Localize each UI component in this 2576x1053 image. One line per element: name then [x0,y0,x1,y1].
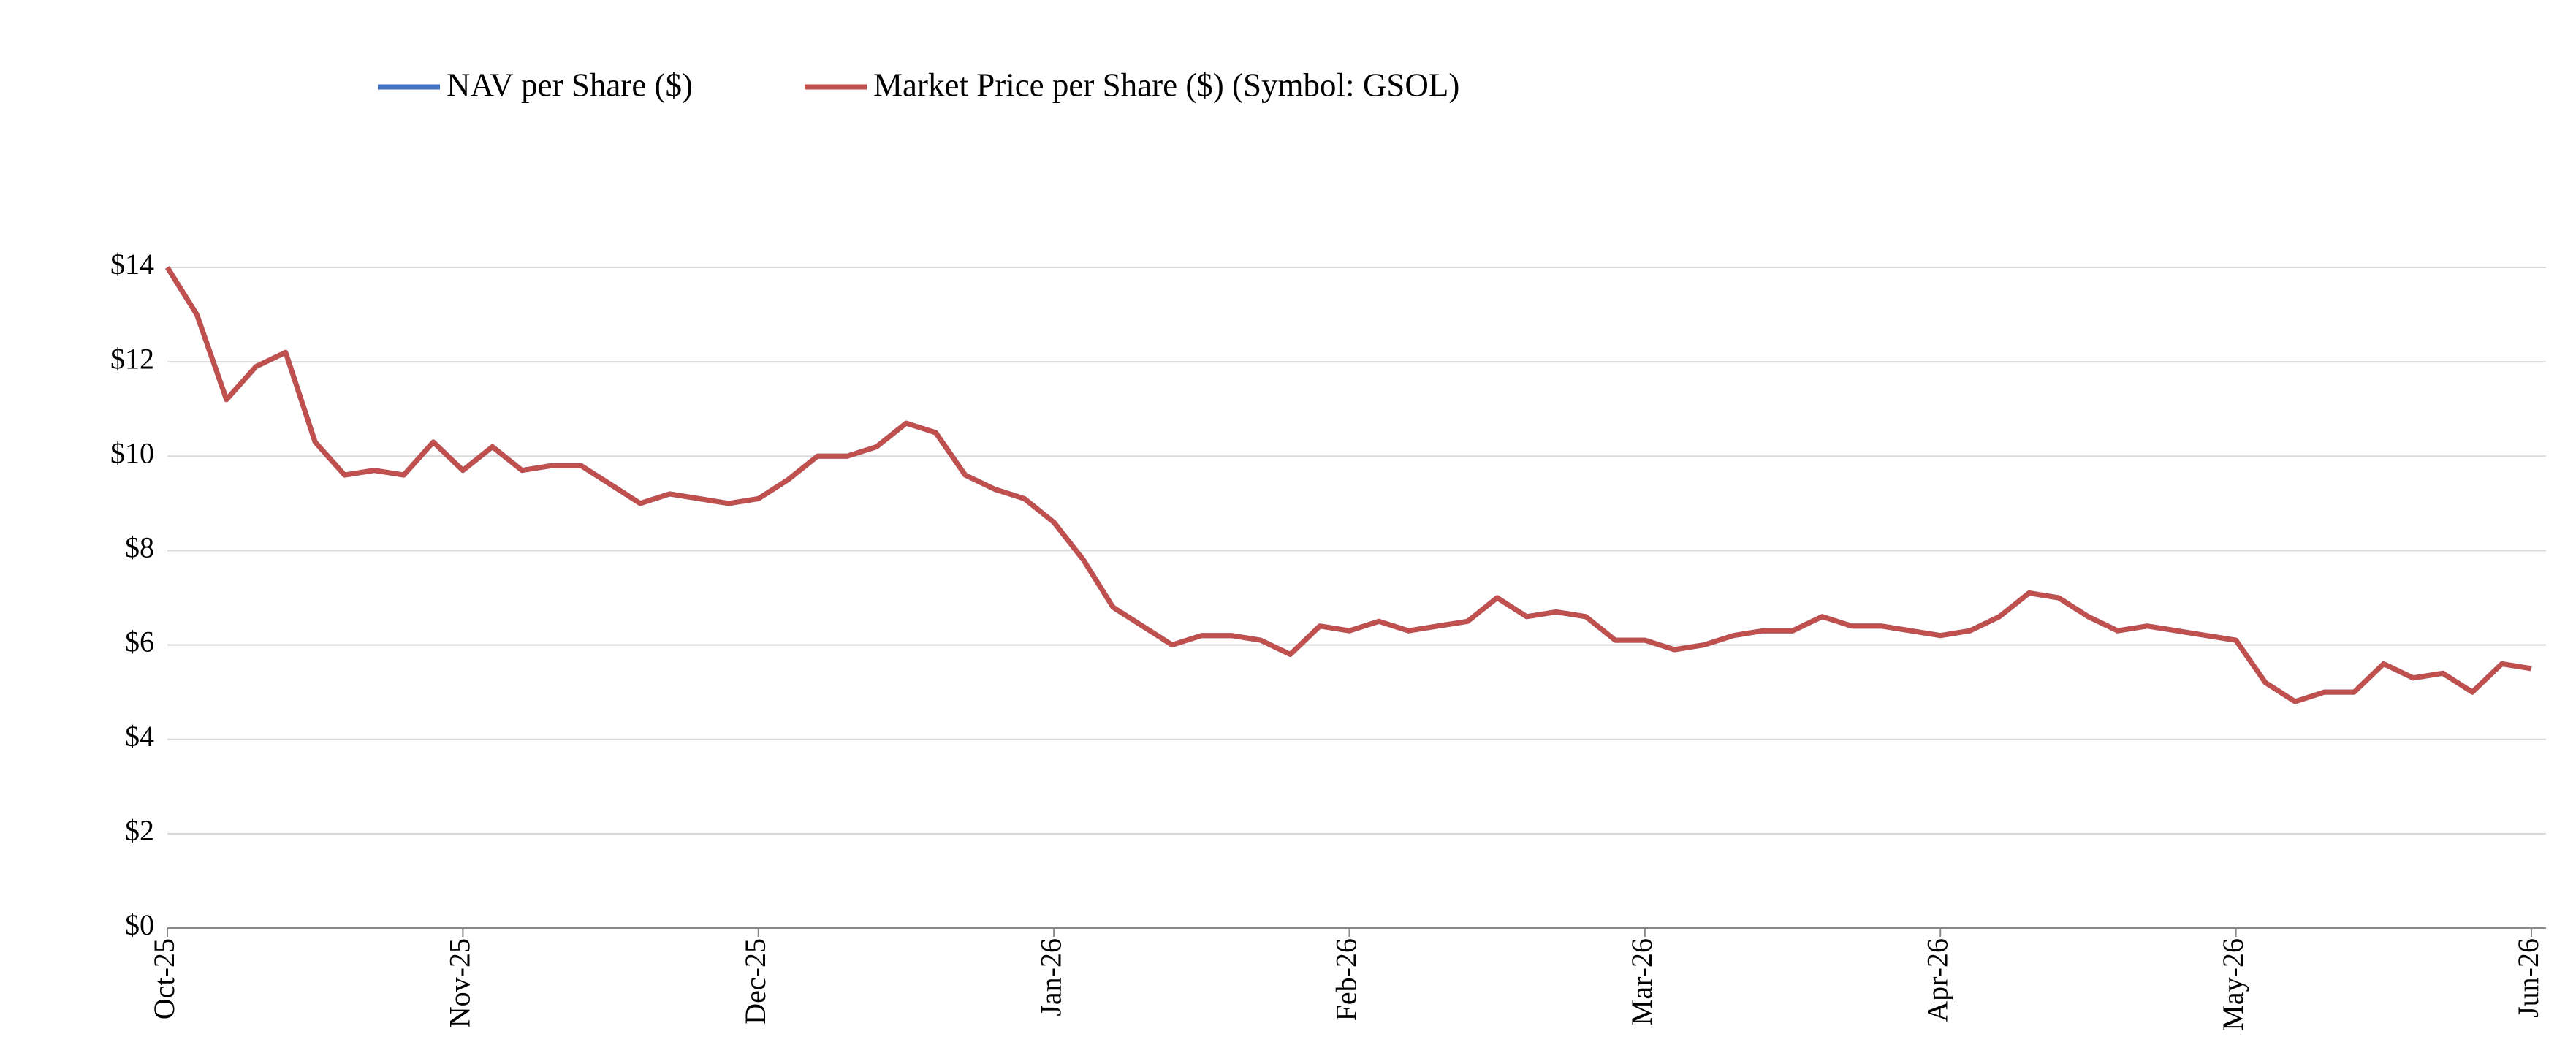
x-tick-label: May-26 [2216,938,2249,1031]
y-tick-label: $2 [125,814,154,847]
series-line [165,266,2532,704]
series-line [165,266,2532,704]
y-tick-label: $10 [110,436,154,469]
x-tick-label: Nov-25 [444,938,476,1027]
x-tick-label: Mar-26 [1625,938,1658,1025]
x-tick-label: Apr-26 [1920,938,1953,1022]
y-tick-label: $14 [110,248,154,281]
x-tick-label: Jun-26 [2512,938,2545,1018]
legend-label: NAV per Share ($) [447,66,693,103]
x-tick-label: Oct-25 [148,938,181,1019]
x-tick-label: Dec-25 [739,938,772,1025]
y-tick-label: $6 [125,626,154,658]
x-tick-label: Jan-26 [1034,938,1067,1016]
x-tick-label: Feb-26 [1330,938,1363,1021]
y-tick-label: $0 [125,908,154,941]
legend-label: Market Price per Share ($) (Symbol: GSOL… [873,66,1459,103]
y-tick-label: $8 [125,531,154,564]
y-tick-label: $4 [125,720,154,753]
y-tick-label: $12 [110,342,154,375]
